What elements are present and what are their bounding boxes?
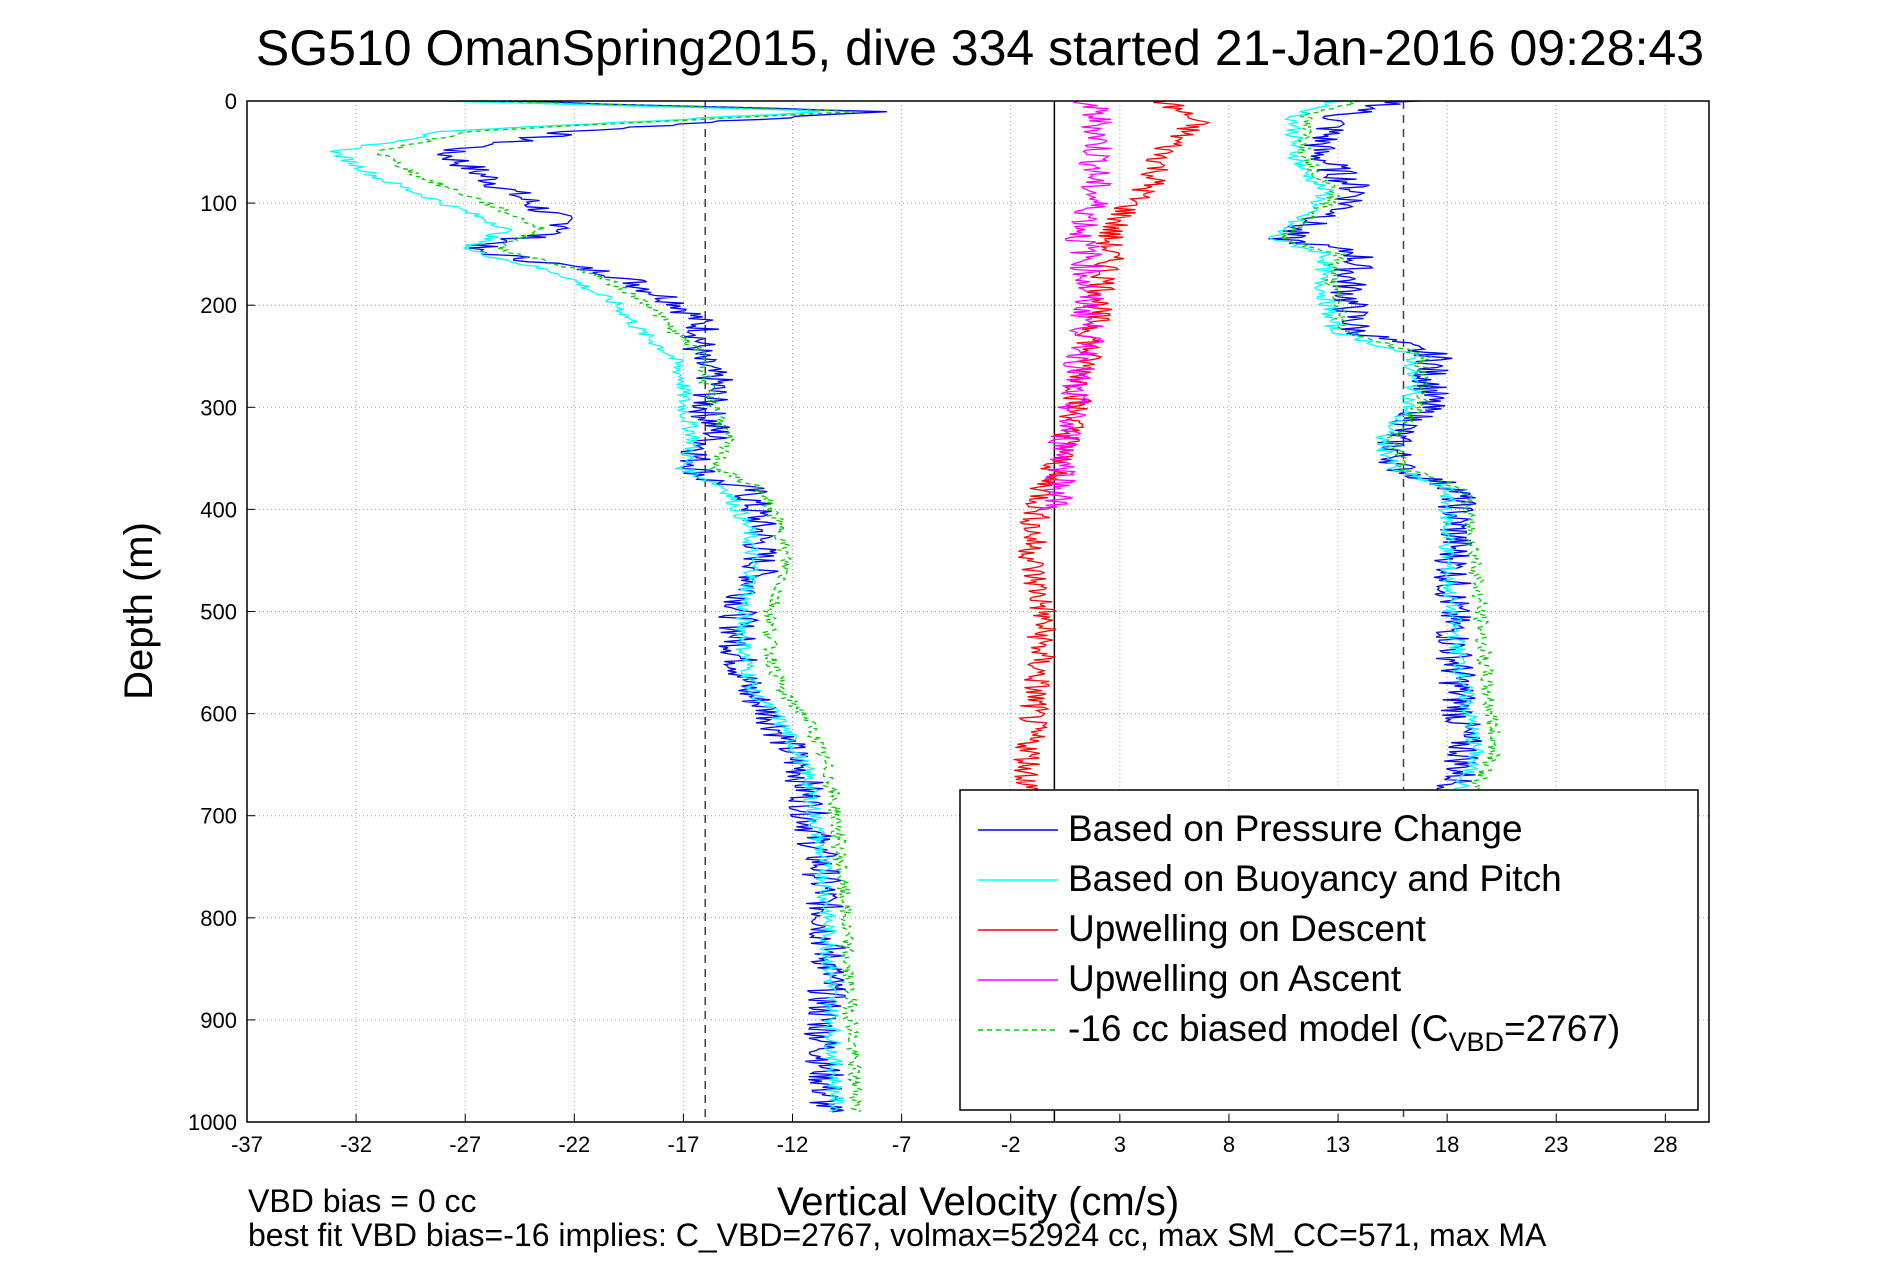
series-line <box>376 100 864 1113</box>
legend-box <box>959 789 1699 1111</box>
y-axis-label: Depth (m) <box>117 522 161 700</box>
x-tick-label: -2 <box>1001 1132 1021 1157</box>
y-tick-label: 300 <box>200 395 237 420</box>
y-tick-label: 0 <box>225 89 237 114</box>
x-tick-label: 3 <box>1114 1132 1126 1157</box>
vbd-bias-note: VBD bias = 0 cc <box>248 1183 477 1219</box>
chart-title: SG510 OmanSpring2015, dive 334 started 2… <box>256 20 1704 76</box>
series-line <box>1268 100 1483 796</box>
y-tick-label: 400 <box>200 497 237 522</box>
y-tick-label: 200 <box>200 293 237 318</box>
y-tick-label: 100 <box>200 191 237 216</box>
x-tick-label: 13 <box>1326 1132 1350 1157</box>
legend-label-suffix: =2767) <box>1504 1008 1620 1049</box>
legend-label-subscript: VBD <box>1448 1027 1504 1057</box>
series-1 <box>329 100 1486 1113</box>
series-4 <box>376 100 1502 1113</box>
series-line <box>1039 100 1112 510</box>
best-fit-note: best fit VBD bias=-16 implies: C_VBD=276… <box>248 1217 1547 1253</box>
x-tick-label: -37 <box>231 1132 263 1157</box>
y-tick-label: 800 <box>200 906 237 931</box>
x-tick-label: -7 <box>892 1132 912 1157</box>
legend-label: Upwelling on Ascent <box>1068 958 1402 999</box>
x-tick-label: -27 <box>449 1132 481 1157</box>
series-line <box>329 100 846 1113</box>
y-tick-label: 700 <box>200 804 237 829</box>
x-tick-label: -32 <box>340 1132 372 1157</box>
series-line <box>1013 100 1211 816</box>
legend: Based on Pressure Change Based on Buoyanc… <box>959 789 1699 1111</box>
x-tick-label: -12 <box>777 1132 809 1157</box>
legend-label: -16 cc biased model (CVBD=2767) <box>1068 1008 1620 1057</box>
y-tick-label: 600 <box>200 702 237 727</box>
x-tick-label: 28 <box>1653 1132 1677 1157</box>
y-tick-label: 900 <box>200 1008 237 1033</box>
x-tick-label: 23 <box>1544 1132 1568 1157</box>
x-tick-label: 8 <box>1223 1132 1235 1157</box>
x-tick-label: -22 <box>558 1132 590 1157</box>
legend-label: Upwelling on Descent <box>1068 908 1427 949</box>
x-tick-label: 18 <box>1435 1132 1459 1157</box>
legend-label: Based on Pressure Change <box>1068 808 1523 849</box>
x-tick-label: -17 <box>668 1132 700 1157</box>
legend-label: Based on Buoyancy and Pitch <box>1068 858 1562 899</box>
y-ticks: 0 100 200 300 400 500 600 700 800 900 1000 <box>188 89 255 1135</box>
x-axis-label: Vertical Velocity (cm/s) <box>777 1180 1179 1224</box>
x-ticks: -37 -32 -27 -22 -17 -12 -7 -2 3 8 13 18 23 28 <box>231 1114 1678 1157</box>
y-tick-label: 1000 <box>188 1110 237 1135</box>
y-tick-label: 500 <box>200 600 237 625</box>
series-line <box>437 100 888 1113</box>
series-layer <box>329 100 1502 1113</box>
series-line <box>1268 100 1486 796</box>
series-2 <box>1013 100 1211 816</box>
series-3 <box>1039 100 1112 510</box>
legend-label-prefix: -16 cc biased model (C <box>1068 1008 1448 1049</box>
series-line <box>1277 100 1502 796</box>
